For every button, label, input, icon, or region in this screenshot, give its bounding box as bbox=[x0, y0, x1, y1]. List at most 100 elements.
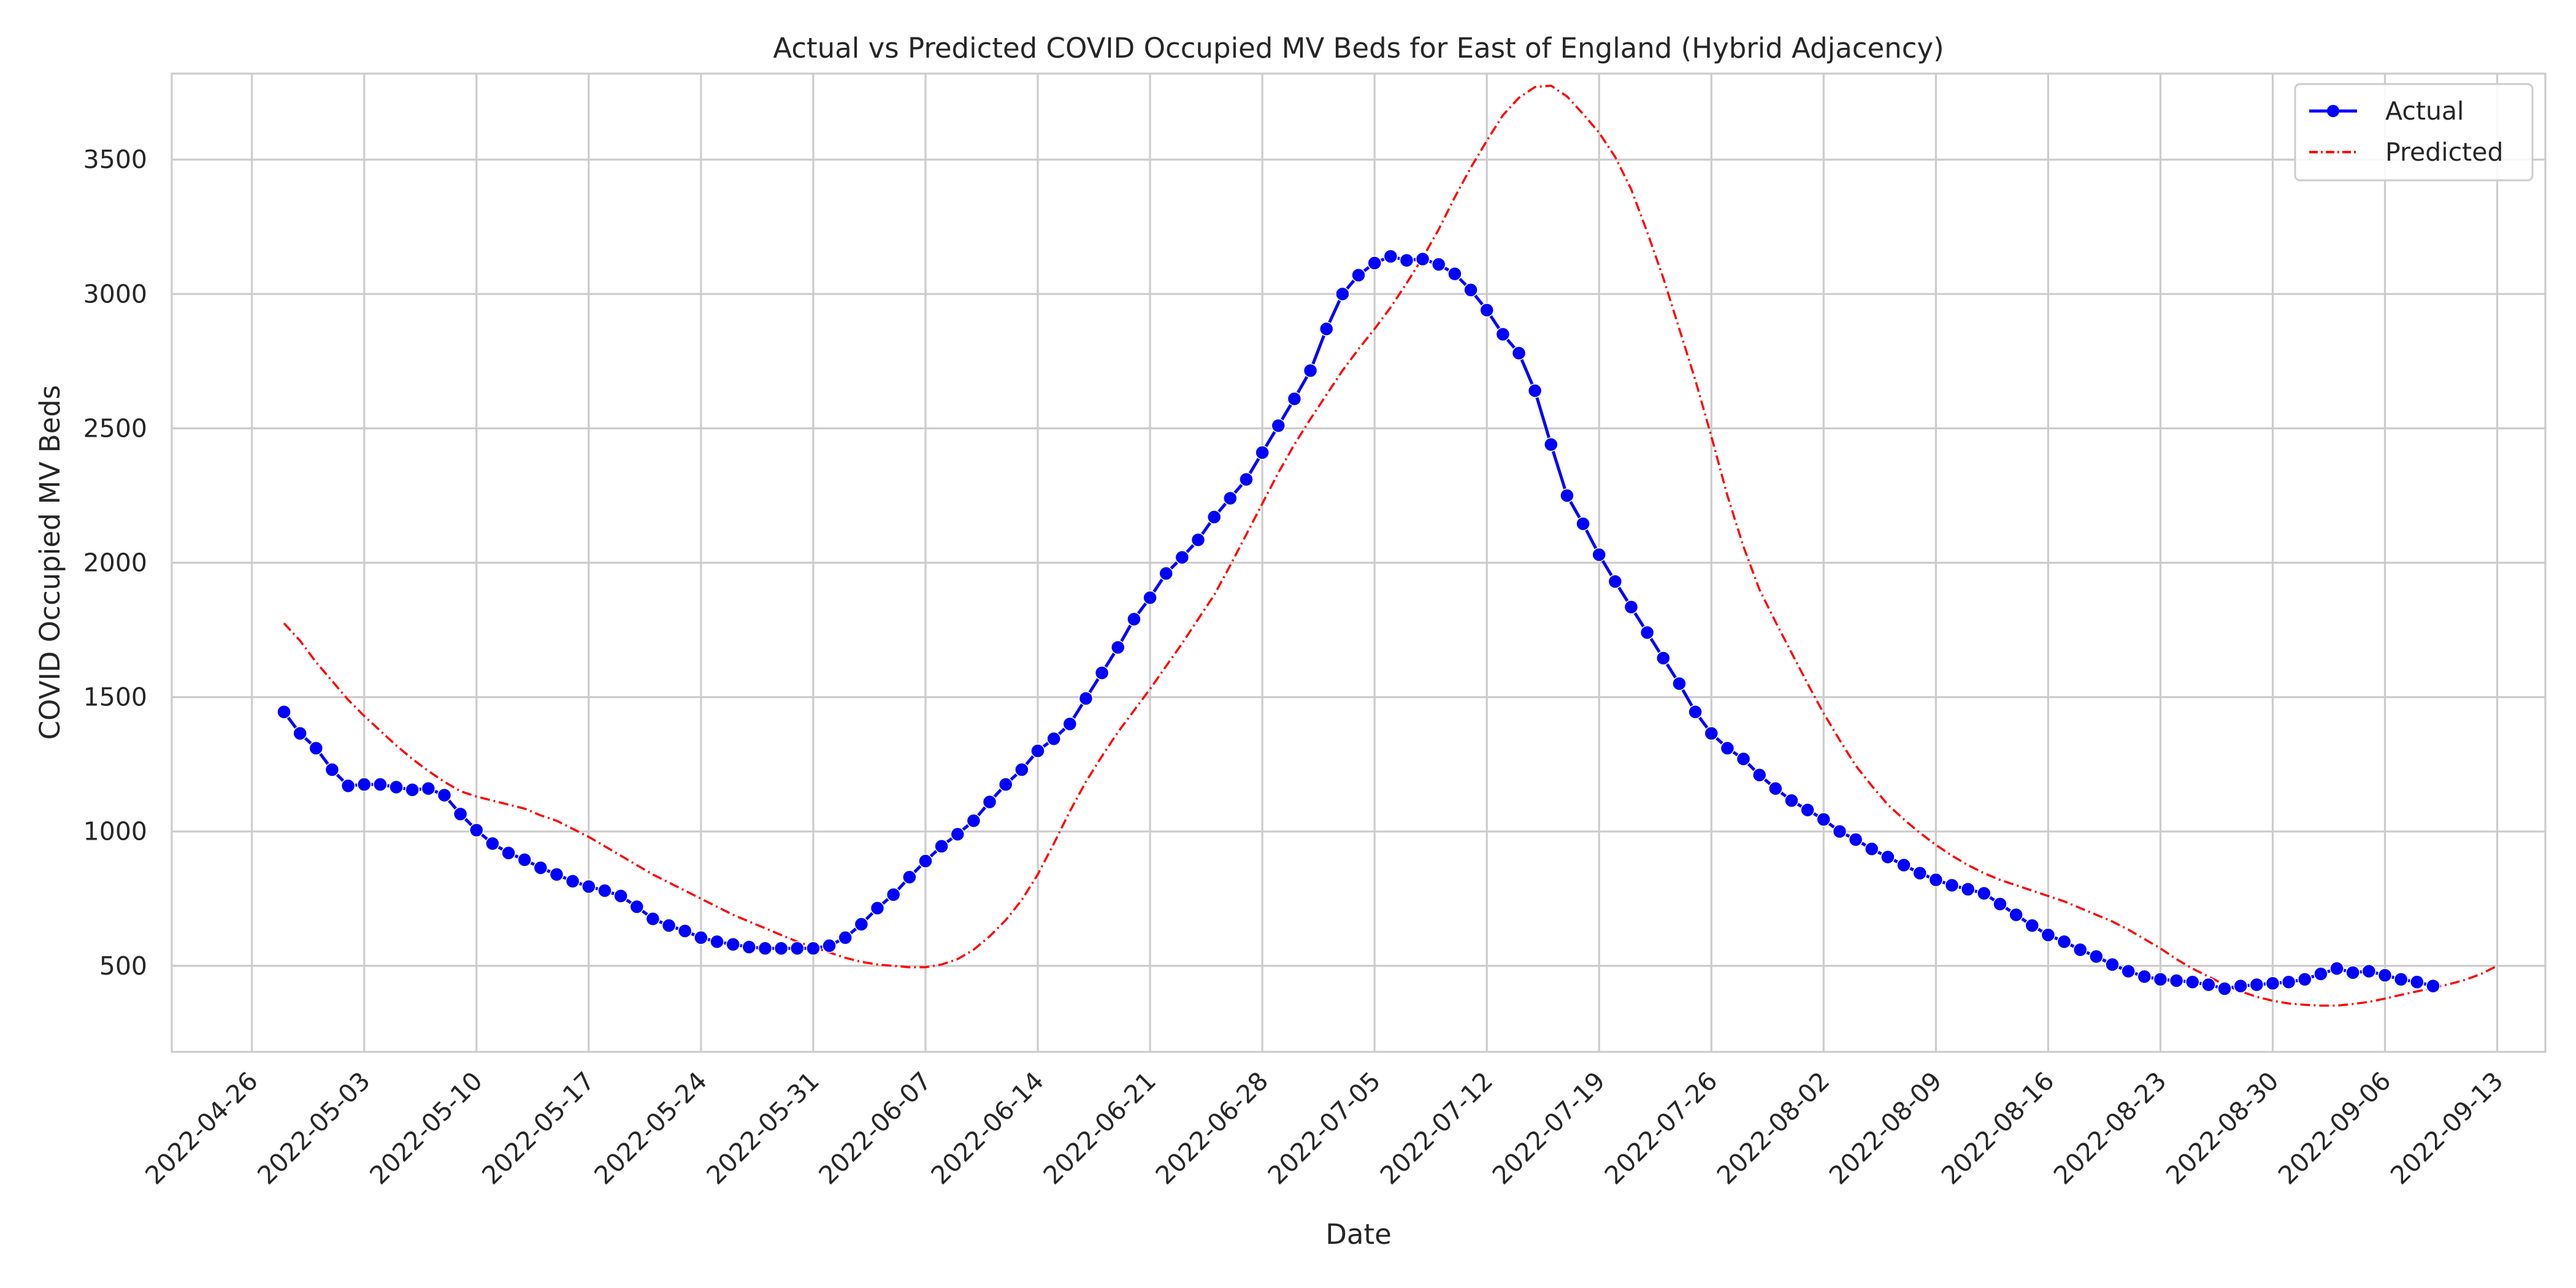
data-point-actual bbox=[1639, 625, 1655, 640]
data-point-actual bbox=[1928, 872, 1944, 887]
data-point-actual bbox=[1784, 793, 1799, 808]
data-point-actual bbox=[773, 941, 789, 956]
data-point-actual bbox=[1752, 767, 1767, 783]
data-point-actual bbox=[2201, 977, 2216, 992]
data-point-actual bbox=[886, 887, 901, 902]
data-point-actual bbox=[2281, 975, 2296, 989]
data-point-actual bbox=[1576, 516, 1590, 531]
data-point-actual bbox=[1880, 849, 1895, 865]
data-point-actual bbox=[340, 778, 356, 793]
data-point-actual bbox=[1511, 345, 1527, 361]
data-point-actual bbox=[1832, 824, 1847, 839]
y-axis-title: COVID Occupied MV Beds bbox=[34, 385, 66, 740]
data-point-actual bbox=[1944, 878, 1960, 893]
data-point-actual bbox=[918, 854, 933, 868]
data-point-actual bbox=[1544, 437, 1558, 452]
data-point-actual bbox=[1848, 832, 1863, 847]
data-point-actual bbox=[613, 889, 628, 903]
data-point-actual bbox=[1127, 611, 1141, 627]
data-point-actual bbox=[1287, 391, 1302, 406]
data-point-actual bbox=[1078, 691, 1094, 706]
data-point-actual bbox=[2377, 968, 2393, 983]
data-point-actual bbox=[1688, 704, 1703, 719]
data-point-actual bbox=[870, 900, 885, 916]
data-point-actual bbox=[822, 938, 837, 953]
data-point-actual bbox=[581, 879, 596, 894]
data-point-actual bbox=[517, 852, 532, 867]
data-point-actual bbox=[469, 822, 484, 838]
data-point-actual bbox=[1768, 781, 1783, 796]
data-point-actual bbox=[1206, 510, 1222, 524]
data-point-actual bbox=[421, 781, 436, 796]
data-point-actual bbox=[1816, 812, 1831, 827]
x-axis-title: Date bbox=[1325, 1218, 1392, 1251]
data-point-actual bbox=[1431, 257, 1446, 272]
data-point-actual bbox=[293, 726, 307, 741]
data-point-actual bbox=[1062, 716, 1078, 732]
legend-box bbox=[2294, 83, 2534, 182]
series-layer bbox=[277, 84, 2498, 1007]
grid bbox=[172, 74, 2545, 1052]
data-point-actual bbox=[1190, 532, 1206, 548]
data-point-actual bbox=[950, 827, 965, 841]
data-point-actual bbox=[565, 874, 580, 889]
y-tick-label: 500 bbox=[99, 951, 147, 981]
data-point-actual bbox=[1912, 865, 1927, 881]
data-point-actual bbox=[1014, 762, 1029, 777]
data-point-actual bbox=[726, 937, 740, 952]
y-tick-label: 3500 bbox=[83, 145, 147, 174]
data-point-actual bbox=[2105, 957, 2120, 972]
data-point-actual bbox=[2298, 972, 2312, 987]
data-point-actual bbox=[645, 911, 661, 926]
data-point-actual bbox=[1495, 327, 1511, 342]
data-point-actual bbox=[694, 930, 708, 945]
y-tick-label: 1500 bbox=[83, 683, 147, 712]
legend: Actual Predicted bbox=[2294, 83, 2534, 182]
data-point-actual bbox=[309, 741, 324, 756]
data-point-actual bbox=[2089, 949, 2104, 964]
data-point-actual bbox=[1255, 445, 1270, 460]
data-point-actual bbox=[854, 917, 869, 932]
data-point-actual bbox=[1223, 491, 1238, 506]
data-point-actual bbox=[533, 861, 548, 875]
data-point-actual bbox=[1463, 282, 1478, 297]
data-point-actual bbox=[597, 883, 612, 898]
data-point-actual bbox=[1239, 472, 1254, 487]
data-point-actual bbox=[710, 934, 724, 949]
data-point-actual bbox=[2153, 972, 2168, 987]
data-point-actual bbox=[2329, 961, 2344, 976]
data-point-actual bbox=[1560, 488, 1574, 503]
data-point-actual bbox=[1271, 418, 1286, 433]
y-tick-label: 3000 bbox=[83, 279, 147, 309]
data-point-actual bbox=[1383, 249, 1398, 264]
data-point-actual bbox=[2265, 976, 2280, 991]
data-point-actual bbox=[549, 867, 564, 882]
data-point-actual bbox=[1592, 547, 1606, 562]
data-point-actual bbox=[661, 918, 677, 933]
data-point-actual bbox=[1143, 590, 1157, 605]
data-point-actual bbox=[2041, 927, 2056, 943]
data-point-actual bbox=[453, 807, 468, 821]
data-point-actual bbox=[838, 930, 853, 945]
plot-frame bbox=[171, 72, 2547, 1053]
data-point-actual bbox=[1896, 857, 1911, 873]
data-point-actual bbox=[998, 777, 1013, 792]
data-point-actual bbox=[2137, 969, 2152, 984]
data-point-actual bbox=[1623, 600, 1639, 615]
data-point-actual bbox=[2393, 972, 2409, 987]
legend-predicted-label: Predicted bbox=[2385, 137, 2503, 167]
data-point-actual bbox=[2249, 977, 2264, 992]
y-tick-label: 2500 bbox=[83, 413, 147, 443]
data-point-actual bbox=[2345, 965, 2360, 980]
data-point-actual bbox=[2185, 975, 2200, 989]
chart-title: Actual vs Predicted COVID Occupied MV Be… bbox=[773, 32, 1944, 64]
data-point-actual bbox=[2217, 981, 2232, 996]
data-point-actual bbox=[324, 762, 340, 777]
data-point-actual bbox=[2121, 964, 2136, 979]
data-point-actual bbox=[2233, 978, 2248, 994]
data-point-actual bbox=[1159, 566, 1173, 581]
data-point-actual bbox=[437, 788, 452, 803]
data-point-actual bbox=[742, 940, 757, 954]
data-point-actual bbox=[1046, 731, 1061, 746]
